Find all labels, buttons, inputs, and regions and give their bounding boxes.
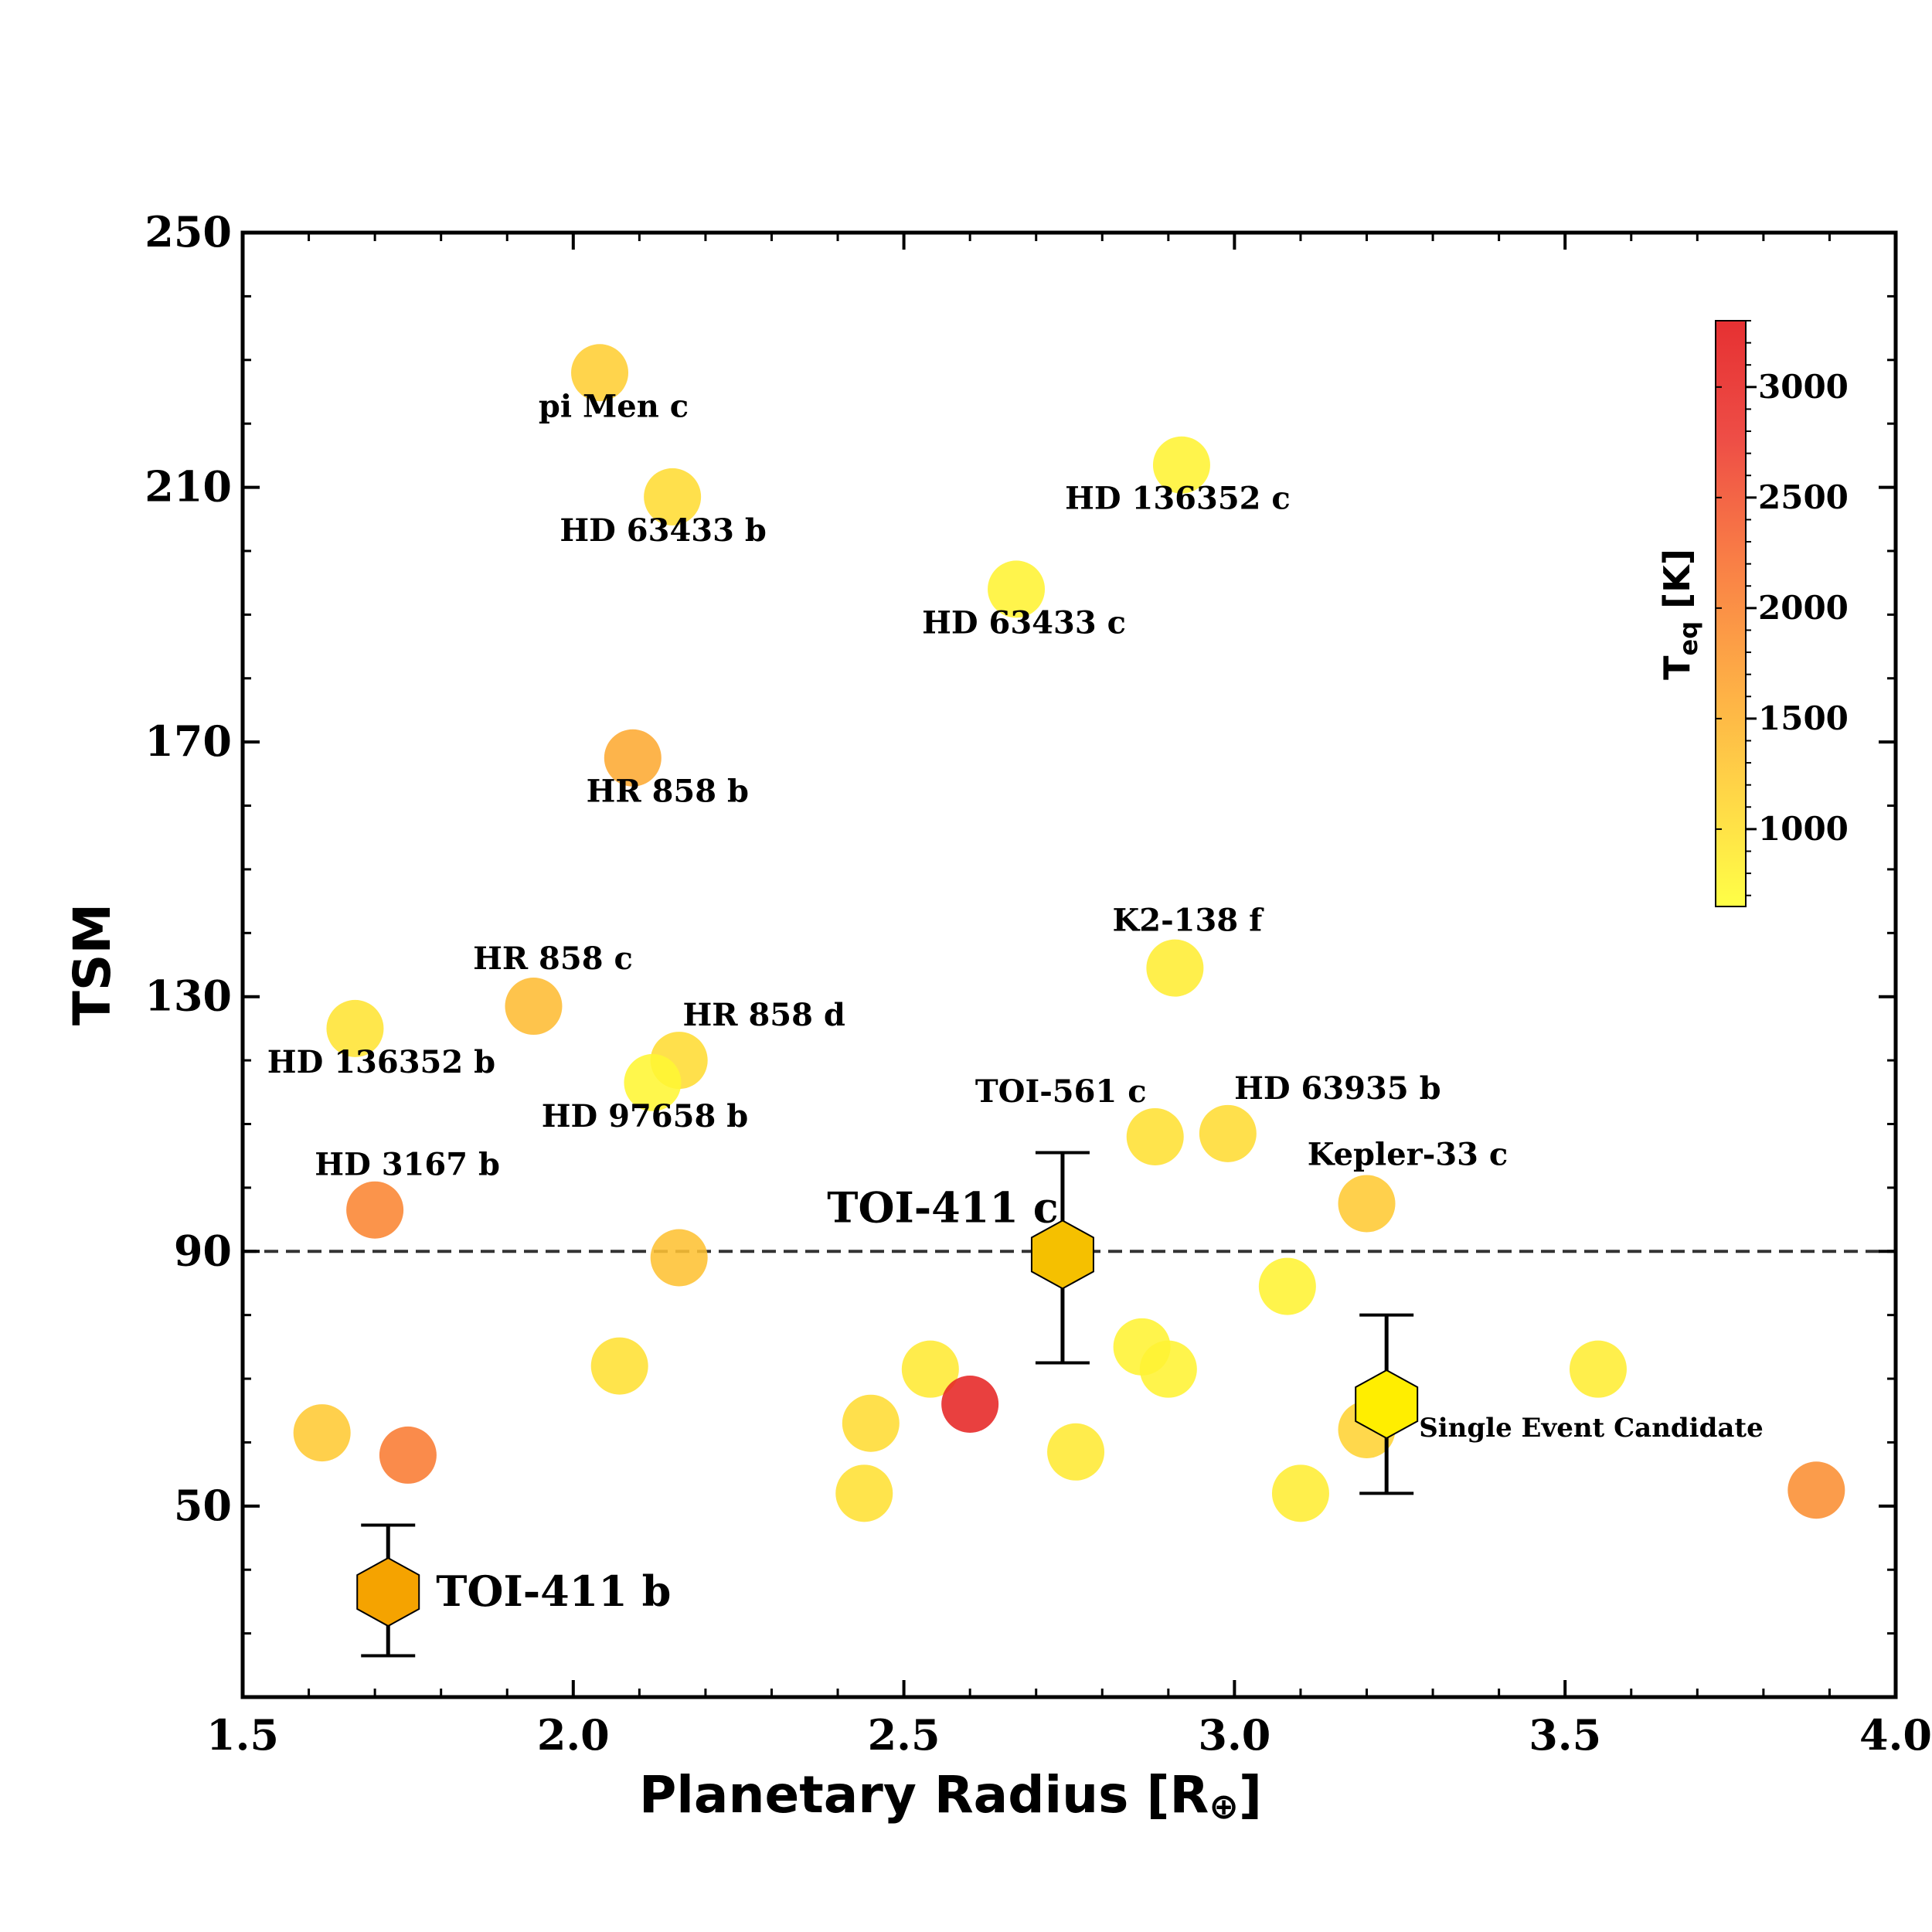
data-point [1152,436,1210,494]
y-tick-label: 210 [145,462,232,512]
data-point [1139,1340,1197,1398]
y-tick-label: 130 [145,971,232,1021]
colorbar-tick-label: 1000 [1758,810,1849,848]
data-point [901,1340,959,1398]
y-tick-label: 250 [145,207,232,257]
x-tick-label: 2.0 [537,1710,610,1760]
point-label: HD 97658 b [542,1098,748,1134]
data-point [1258,1257,1316,1315]
y-axis-label: TSM [63,903,122,1026]
data-point [590,1337,648,1395]
data-point [1126,1107,1184,1165]
highlight-label: TOI-411 b [436,1566,671,1616]
data-point [1787,1461,1845,1519]
data-point [346,1181,404,1239]
x-tick-label: 1.5 [206,1710,279,1760]
data-point [1569,1340,1627,1398]
x-tick-label: 4.0 [1859,1710,1932,1760]
colorbar: 1000 1500 2000 2500 3000 Teq [K] [1656,320,1849,907]
highlight-hexagon [356,1556,420,1628]
highlight-label: Single Event Candidate [1419,1413,1764,1444]
colorbar-label-sub: eq [1674,621,1703,656]
data-point [1146,939,1204,997]
data-point [644,468,702,526]
point-label: K2-138 f [1112,903,1264,939]
colorbar-gradient [1715,320,1747,907]
axes-layer: 1.5 2.0 2.5 3.0 3.5 4.0 50 90 130 170 210 250 [145,207,1932,1760]
data-point [571,344,629,402]
highlight-hexagon [1355,1369,1419,1440]
data-point [842,1394,900,1452]
colorbar-tick-label: 2000 [1758,589,1849,627]
data-point [941,1376,999,1433]
data-point [835,1464,893,1522]
point-label: HD 136352 b [267,1044,495,1080]
data-point [650,1229,708,1287]
point-label: HD 63433 b [560,512,766,549]
data-points-layer: pi Men c HD 63433 b HD 136352 c HD 63433 c H… [267,344,1845,1522]
point-label: pi Men c [539,388,689,424]
data-point [293,1404,351,1462]
data-point [1271,1464,1329,1522]
y-tick-label: 170 [145,716,232,766]
y-tick-label: 90 [174,1226,232,1275]
point-label: TOI-561 c [975,1073,1147,1110]
point-label: Kepler-33 c [1308,1136,1509,1172]
point-label: HD 63433 c [922,604,1126,641]
colorbar-tick-label: 1500 [1758,699,1849,737]
y-tick-label: 50 [174,1481,232,1530]
point-label: HR 858 b [587,774,749,810]
point-label: HD 136352 c [1065,481,1291,517]
x-axis-label: Planetary Radius [R⊕] [639,1765,1262,1827]
colorbar-label-unit: [K] [1656,549,1698,621]
point-label: HD 63935 b [1234,1070,1440,1107]
highlight-hexagon [1030,1219,1094,1290]
plot-frame [240,230,1898,1699]
data-point [624,1053,682,1111]
colorbar-label-main: T [1656,655,1698,680]
data-point [379,1426,437,1484]
data-point [1199,1104,1257,1162]
data-point [505,978,563,1036]
colorbar-tick-label: 3000 [1758,368,1849,406]
highlighted-points-layer: TOI-411 c TOI-411 b Single Event Candidate [356,1151,1764,1658]
highlight-label: TOI-411 c [827,1182,1058,1232]
x-tick-label: 3.0 [1198,1710,1270,1760]
colorbar-label: Teq [K] [1656,549,1703,680]
point-label: HR 858 c [473,940,633,977]
point-label: HD 3167 b [315,1147,500,1183]
data-point [1338,1175,1396,1233]
point-label: HR 858 d [683,997,845,1033]
x-tick-label: 2.5 [868,1710,940,1760]
data-point [326,999,384,1057]
data-point [604,729,662,787]
x-tick-label: 3.5 [1529,1710,1601,1760]
data-point [1047,1423,1105,1481]
colorbar-tick-label: 2500 [1758,478,1849,516]
data-point [988,560,1046,618]
